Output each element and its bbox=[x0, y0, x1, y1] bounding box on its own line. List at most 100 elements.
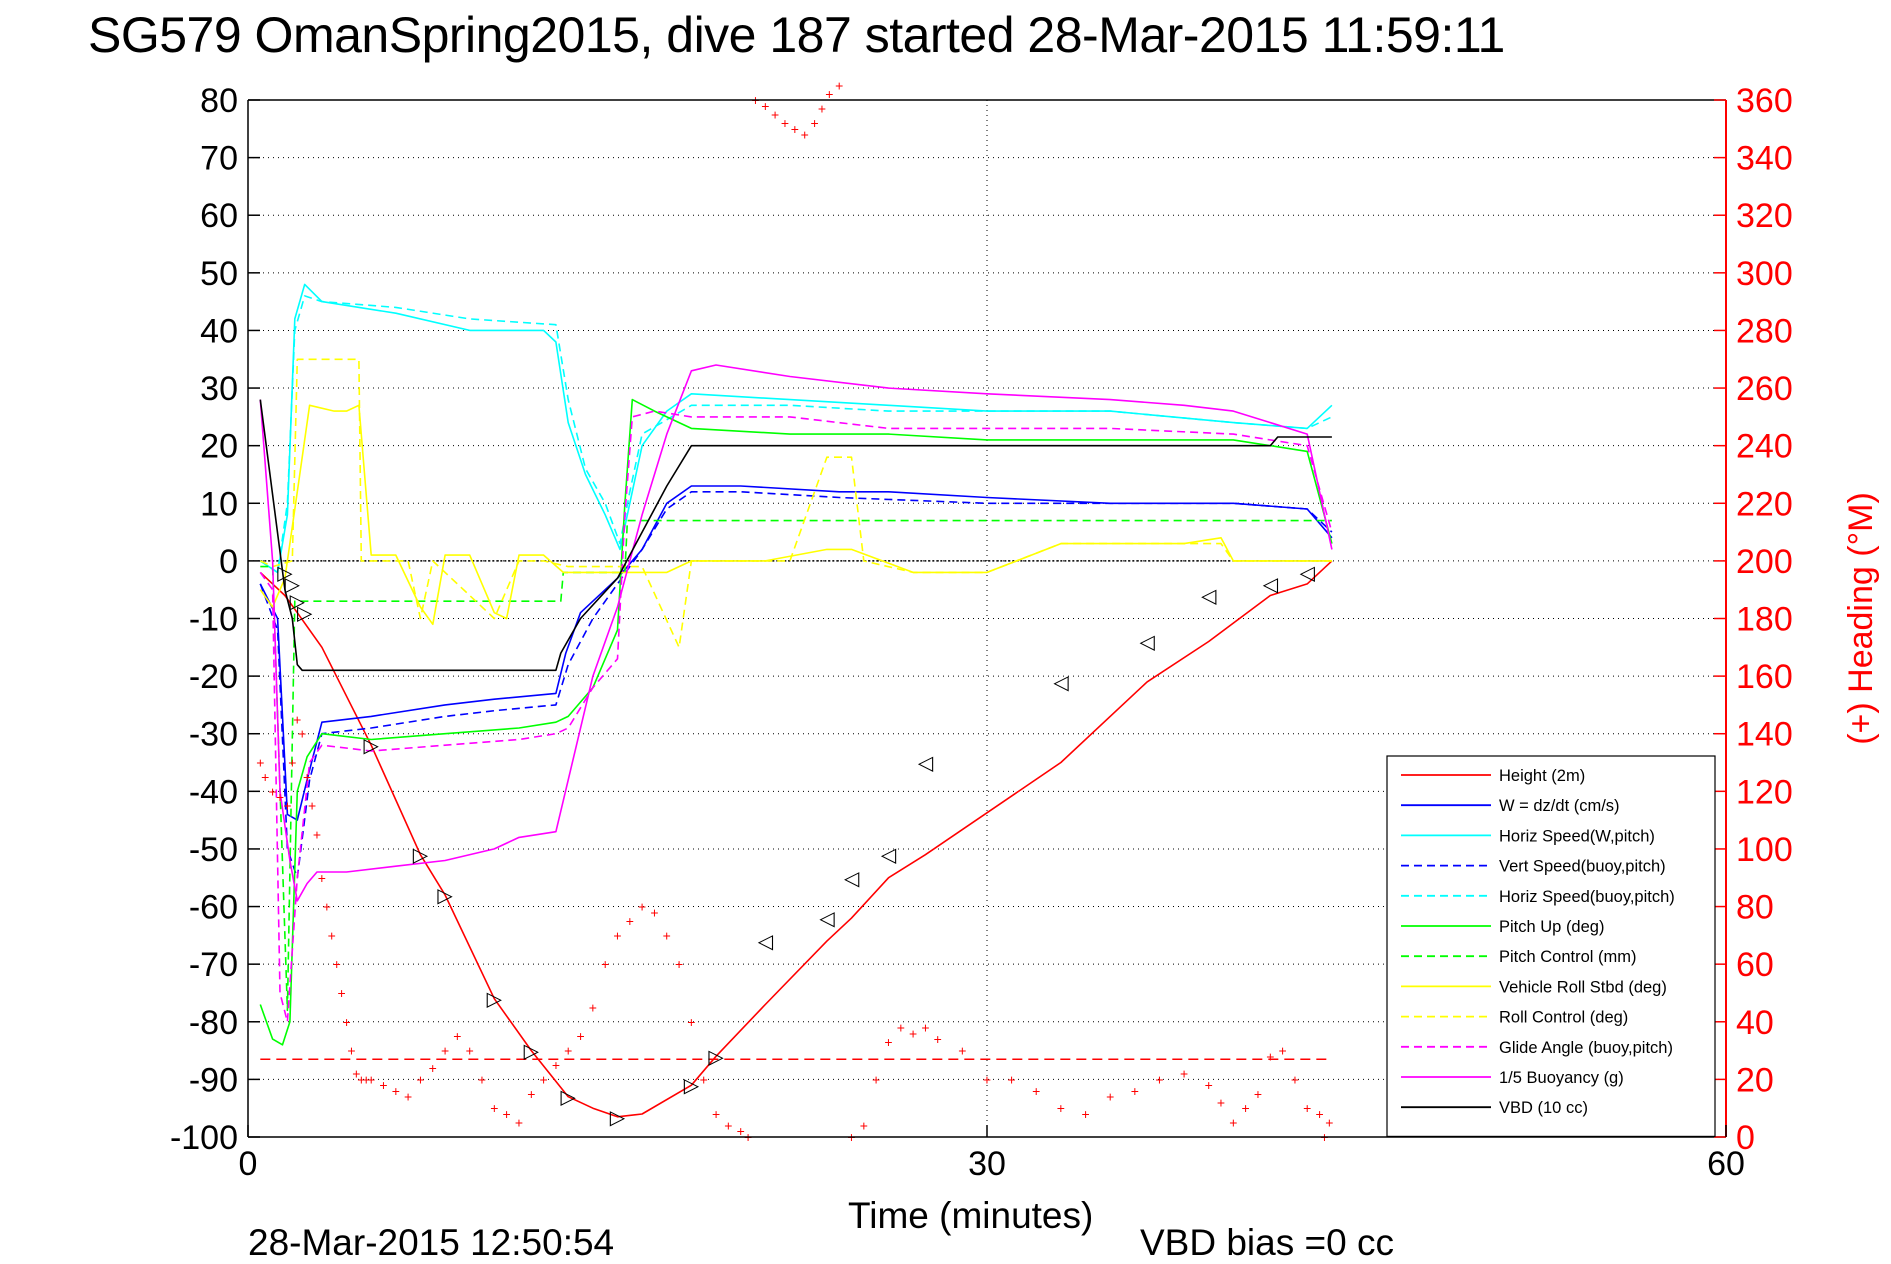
heading-marker: + bbox=[712, 1106, 720, 1122]
series-vert_speed_buoy bbox=[259, 490, 1333, 879]
heading-marker: + bbox=[1180, 1066, 1188, 1082]
heading-marker: + bbox=[1266, 1048, 1274, 1064]
heading-marker: + bbox=[638, 899, 646, 915]
series-height bbox=[259, 560, 1333, 1118]
y-right-tick-label: 240 bbox=[1736, 428, 1793, 466]
heading-marker: + bbox=[318, 870, 326, 886]
footer-timestamp: 28-Mar-2015 12:50:54 bbox=[248, 1222, 615, 1263]
y-tick-label: 80 bbox=[200, 82, 238, 120]
series-roll_control bbox=[259, 358, 1332, 649]
y-right-tick-label: 320 bbox=[1736, 197, 1793, 235]
heading-marker: + bbox=[453, 1028, 461, 1044]
y-tick-label: 50 bbox=[200, 255, 238, 293]
heading-marker: + bbox=[404, 1089, 412, 1105]
heading-marker: + bbox=[503, 1106, 511, 1122]
y-right-tick-label: 340 bbox=[1736, 140, 1793, 178]
y-tick-label: 20 bbox=[200, 428, 238, 466]
heading-marker: + bbox=[1291, 1071, 1299, 1087]
heading-marker: + bbox=[872, 1071, 880, 1087]
y-right-tick-label: 80 bbox=[1736, 889, 1774, 927]
heading-marker: + bbox=[313, 827, 321, 843]
marker-layer: +++ +++++++++++++++++++ + + ++++++++ ++++++++… bbox=[256, 78, 1333, 1145]
heading-marker: + bbox=[1303, 1100, 1311, 1116]
y-right-tick-label: 360 bbox=[1736, 82, 1793, 120]
y-right-tick-label: 160 bbox=[1736, 658, 1793, 696]
depth-marker-up: ◁ bbox=[818, 908, 835, 930]
heading-marker: + bbox=[323, 899, 331, 915]
y-right-axis-label: (+) Heading (°M) bbox=[1842, 492, 1880, 745]
series-pitch_up bbox=[259, 398, 1333, 1046]
heading-marker: + bbox=[303, 769, 311, 785]
heading-marker: + bbox=[441, 1043, 449, 1059]
heading-marker: + bbox=[884, 1034, 892, 1050]
heading-marker: + bbox=[650, 904, 658, 920]
y-tick-label: -80 bbox=[189, 1004, 238, 1042]
depth-marker-down: ▷ bbox=[413, 845, 429, 867]
depth-marker-up: ◁ bbox=[757, 931, 774, 953]
y-tick-label: 10 bbox=[200, 485, 238, 523]
series-pitch_control bbox=[260, 519, 1332, 1012]
heading-marker: + bbox=[1205, 1077, 1213, 1093]
y-right-tick-label: 260 bbox=[1736, 370, 1793, 408]
heading-marker: + bbox=[663, 927, 671, 943]
heading-marker: + bbox=[724, 1117, 732, 1133]
heading-marker: + bbox=[1279, 1043, 1287, 1059]
heading-marker: + bbox=[791, 121, 799, 137]
y-tick-label: -90 bbox=[189, 1061, 238, 1099]
heading-marker: + bbox=[1106, 1089, 1114, 1105]
heading-marker: + bbox=[801, 127, 809, 143]
legend-label-w: W = dz/dt (cm/s) bbox=[1499, 797, 1620, 815]
series-w bbox=[259, 485, 1333, 821]
heading-marker: + bbox=[1131, 1083, 1139, 1099]
depth-marker-down: ▷ bbox=[290, 591, 306, 613]
legend-label-horiz_speed_w: Horiz Speed(W,pitch) bbox=[1499, 827, 1655, 845]
heading-marker: + bbox=[352, 1066, 360, 1082]
depth-marker-up: ◁ bbox=[1262, 574, 1279, 596]
heading-marker: + bbox=[934, 1031, 942, 1047]
heading-marker: + bbox=[771, 106, 779, 122]
heading-marker: + bbox=[860, 1117, 868, 1133]
heading-marker: + bbox=[552, 1057, 560, 1073]
series-horiz_speed_w bbox=[259, 283, 1333, 574]
depth-marker-down: ▷ bbox=[524, 1041, 540, 1063]
y-right-tick-label: 20 bbox=[1736, 1061, 1774, 1099]
legend-label-roll_control: Roll Control (deg) bbox=[1499, 1009, 1628, 1027]
heading-marker: + bbox=[328, 927, 336, 943]
vbd-bias-label: VBD bias =0 cc bbox=[1140, 1222, 1394, 1263]
depth-marker-bottom: ▷ bbox=[610, 1107, 626, 1129]
heading-marker: + bbox=[283, 798, 291, 814]
x-tick-label: 0 bbox=[239, 1145, 258, 1183]
heading-marker: + bbox=[626, 913, 634, 929]
heading-marker: + bbox=[256, 755, 264, 771]
heading-marker: + bbox=[564, 1043, 572, 1059]
heading-marker: + bbox=[515, 1115, 523, 1131]
y-tick-label: -70 bbox=[189, 946, 238, 984]
heading-marker: + bbox=[261, 769, 269, 785]
heading-marker: + bbox=[362, 1071, 370, 1087]
legend-label-roll: Vehicle Roll Stbd (deg) bbox=[1499, 978, 1667, 996]
heading-marker: + bbox=[589, 999, 597, 1015]
x-tick-label: 30 bbox=[968, 1145, 1006, 1183]
y-tick-label: 30 bbox=[200, 370, 238, 408]
legend-label-glide: Glide Angle (buoy,pitch) bbox=[1499, 1039, 1673, 1057]
depth-marker-down: ▷ bbox=[285, 574, 301, 596]
depth-marker-up: ◁ bbox=[1138, 632, 1155, 654]
legend-label-height: Height (2m) bbox=[1499, 767, 1585, 785]
y-tick-label: 60 bbox=[200, 197, 238, 235]
heading-marker: + bbox=[601, 956, 609, 972]
heading-marker: + bbox=[342, 1014, 350, 1030]
heading-marker: + bbox=[1155, 1071, 1163, 1087]
heading-marker: + bbox=[576, 1028, 584, 1044]
y-tick-label: -20 bbox=[189, 658, 238, 696]
heading-marker: + bbox=[613, 927, 621, 943]
y-right-tick-label: 180 bbox=[1736, 601, 1793, 639]
heading-marker: + bbox=[527, 1086, 535, 1102]
heading-marker: + bbox=[983, 1071, 991, 1087]
heading-marker: + bbox=[818, 101, 826, 117]
y-tick-label: -30 bbox=[189, 716, 238, 754]
y-tick-label: -10 bbox=[189, 601, 238, 639]
heading-marker: + bbox=[958, 1043, 966, 1059]
depth-marker-up: ◁ bbox=[1299, 562, 1316, 584]
series-roll bbox=[259, 404, 1332, 626]
legend: Height (2m) W = dz/dt (cm/s) Horiz Speed(W… bbox=[1386, 755, 1716, 1137]
